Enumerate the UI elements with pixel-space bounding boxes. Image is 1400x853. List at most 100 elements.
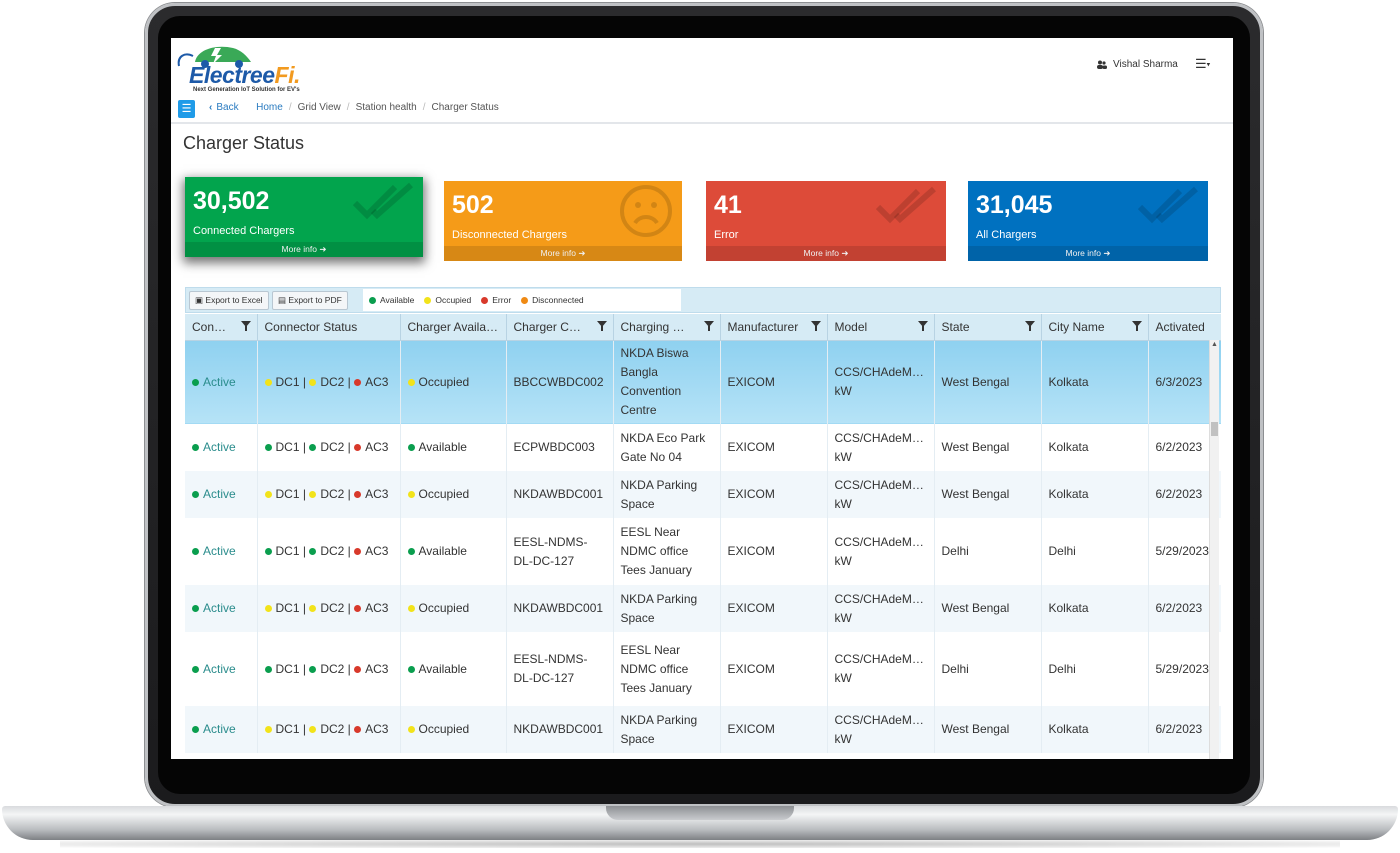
filter-icon[interactable] — [1024, 321, 1035, 331]
table-row[interactable]: Active DC1 | DC2 | AC3 Occupied NKDAWBDC001… — [185, 706, 1221, 753]
card-all-chargers[interactable]: 31,045 All Chargers More info ➜ — [968, 181, 1208, 261]
laptop-notch — [606, 806, 794, 820]
page-title: Charger Status — [183, 133, 305, 153]
filter-icon[interactable] — [917, 321, 928, 331]
column-header-charger-availability[interactable]: Charger Availa… — [400, 314, 507, 341]
brand-logo[interactable]: ElectreeFi. Next Generation IoT Solution… — [173, 40, 313, 96]
user-name: Vishal Sharma — [1113, 59, 1178, 70]
cell-connection: Active — [185, 585, 258, 632]
column-header-city-name[interactable]: City Name — [1041, 314, 1149, 341]
top-bar: ElectreeFi. Next Generation IoT Solution… — [171, 38, 1233, 124]
legend-item-available: Available — [369, 295, 414, 305]
cell-manufacturer: EXICOM — [720, 424, 828, 471]
table-row[interactable]: Active DC1 | DC2 | AC3 Available EESL-NDMS-… — [185, 518, 1221, 585]
scrollbar-thumb[interactable] — [1211, 422, 1218, 436]
card-label: Error — [714, 229, 739, 241]
cell-model: CCS/CHAdeM… kW — [827, 585, 935, 632]
filter-icon[interactable] — [596, 321, 607, 331]
laptop-shadow — [60, 840, 1340, 848]
ev-car-icon — [177, 46, 251, 68]
column-header-model[interactable]: Model — [827, 314, 935, 341]
card-value: 41 — [714, 191, 742, 219]
cell-state: Delhi — [934, 518, 1042, 585]
scroll-up-icon[interactable]: ▲ — [1211, 341, 1218, 348]
availability-status-dot — [407, 605, 415, 613]
column-header-connection[interactable]: Con… — [185, 314, 258, 341]
more-info-link[interactable]: More info ➜ — [706, 246, 946, 261]
filter-icon[interactable] — [240, 321, 251, 331]
availability-status-dot — [407, 379, 415, 387]
bars-icon[interactable]: ☰▾ — [1195, 56, 1211, 71]
back-link[interactable]: ‹ Back — [209, 102, 239, 113]
column-header-activated[interactable]: Activated — [1148, 314, 1221, 341]
active-status-dot — [192, 379, 199, 387]
availability-status-dot — [407, 444, 415, 452]
table-row[interactable]: Active DC1 | DC2 | AC3 Available ECPWBDC003… — [185, 424, 1221, 471]
cell-availability: Occupied — [400, 706, 507, 753]
export-pdf-button[interactable]: ▤ Export to PDF — [272, 291, 348, 310]
cell-connection: Active — [185, 471, 258, 518]
ac3-status-dot — [354, 605, 362, 613]
cell-manufacturer: EXICOM — [720, 340, 828, 424]
cell-charger-code: NKDAWBDC001 — [506, 585, 614, 632]
cell-activated: 6/2/2023 — [1148, 471, 1221, 518]
card-label: Connected Chargers — [193, 225, 295, 237]
card-error[interactable]: 41 Error More info ➜ — [706, 181, 946, 261]
export-excel-button[interactable]: ▣ Export to Excel — [189, 291, 269, 310]
cell-availability: Available — [400, 424, 507, 471]
status-legend: Available Occupied Error Disconnected — [363, 289, 681, 311]
user-menu[interactable]: Vishal Sharma — [1097, 59, 1178, 70]
ac3-status-dot — [354, 726, 362, 734]
cell-city: Kolkata — [1041, 340, 1149, 424]
table-row[interactable]: Active DC1 | DC2 | AC3 Occupied BBCCWBDC002… — [185, 340, 1221, 424]
grid-vertical-scrollbar[interactable]: ▲ — [1209, 340, 1219, 759]
cell-connection: Active — [185, 706, 258, 753]
table-row[interactable]: Active DC1 | DC2 | AC3 Occupied NKDAWBDC001… — [185, 471, 1221, 518]
legend-item-disconnected: Disconnected — [521, 295, 584, 305]
table-row[interactable]: Active DC1 | DC2 | AC3 Occupied NKDAWBDC001… — [185, 585, 1221, 632]
cell-connector-status: DC1 | DC2 | AC3 — [257, 585, 401, 632]
cell-state: West Bengal — [934, 424, 1042, 471]
card-value: 31,045 — [976, 191, 1053, 219]
active-status-dot — [192, 665, 199, 673]
column-header-charger-code[interactable]: Charger C… — [506, 314, 614, 341]
filter-icon[interactable] — [1131, 321, 1142, 331]
filter-icon[interactable] — [703, 321, 714, 331]
column-header-state[interactable]: State — [934, 314, 1042, 341]
chevron-left-icon: ‹ — [209, 102, 213, 113]
cell-manufacturer: EXICOM — [720, 632, 828, 706]
cell-charger-code: NKDAWBDC001 — [506, 706, 614, 753]
more-info-link[interactable]: More info ➜ — [444, 246, 682, 261]
column-header-connector-status[interactable]: Connector Status — [257, 314, 401, 341]
dc1-status-dot — [264, 379, 272, 387]
dc2-status-dot — [309, 491, 317, 499]
card-connected-chargers[interactable]: 30,502 Connected Chargers More info ➜ — [185, 177, 423, 257]
filter-icon[interactable] — [810, 321, 821, 331]
dc2-status-dot — [309, 548, 317, 556]
sidebar-toggle-button[interactable]: ☰ — [178, 100, 195, 118]
grid-toolbar: ▣ Export to Excel ▤ Export to PDF Availa… — [185, 287, 1221, 313]
more-info-link[interactable]: More info ➜ — [185, 242, 423, 257]
breadcrumb-station-health[interactable]: Station health — [355, 102, 417, 113]
cell-availability: Occupied — [400, 340, 507, 424]
double-check-icon — [351, 181, 415, 232]
column-header-charging-station[interactable]: Charging … — [613, 314, 721, 341]
ac3-status-dot — [354, 444, 362, 452]
breadcrumb-grid-view[interactable]: Grid View — [297, 102, 341, 113]
breadcrumb-home[interactable]: Home — [256, 102, 283, 113]
column-header-manufacturer[interactable]: Manufacturer — [720, 314, 828, 341]
table-row[interactable]: Active DC1 | DC2 | AC3 Available EESL-NDMS-… — [185, 632, 1221, 706]
cell-manufacturer: EXICOM — [720, 518, 828, 585]
card-label: All Chargers — [976, 229, 1037, 241]
cell-availability: Available — [400, 518, 507, 585]
cell-activated: 5/29/2023 — [1148, 518, 1221, 585]
users-icon — [1097, 60, 1107, 69]
cell-model: CCS/CHAdeM… kW — [827, 706, 935, 753]
dc1-status-dot — [264, 444, 272, 452]
cell-model: CCS/CHAdeM… kW — [827, 340, 935, 424]
card-disconnected-chargers[interactable]: 502 Disconnected Chargers More info ➜ — [444, 181, 682, 261]
cell-availability: Available — [400, 632, 507, 706]
dc1-status-dot — [264, 726, 272, 734]
availability-status-dot — [407, 726, 415, 734]
more-info-link[interactable]: More info ➜ — [968, 246, 1208, 261]
